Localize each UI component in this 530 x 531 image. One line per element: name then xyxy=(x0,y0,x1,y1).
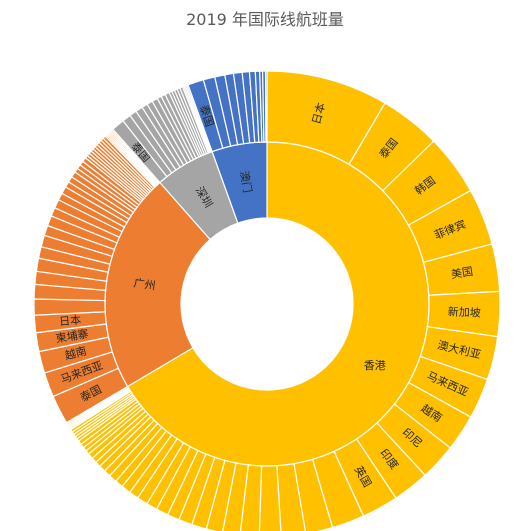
segment-label-1-4: 日本 xyxy=(59,313,82,329)
chart-title: 2019 年国际线航班量 xyxy=(186,10,344,29)
segment-label-0-4: 美国 xyxy=(450,265,474,281)
hub-label-3: 澳门 xyxy=(237,170,255,194)
segment-label-0-5: 新加坡 xyxy=(448,304,482,319)
segment-1-5 xyxy=(33,298,106,316)
segment-0-15 xyxy=(258,465,282,531)
segment-label-0-0: 日本 xyxy=(309,101,328,126)
segment-3-10 xyxy=(264,70,268,143)
segment-label-1-3: 柬埔寨 xyxy=(55,326,90,345)
hub-label-1: 广州 xyxy=(133,276,157,292)
segment-label-1-2: 越南 xyxy=(63,343,88,362)
hub-label-0: 香港 xyxy=(364,359,386,372)
